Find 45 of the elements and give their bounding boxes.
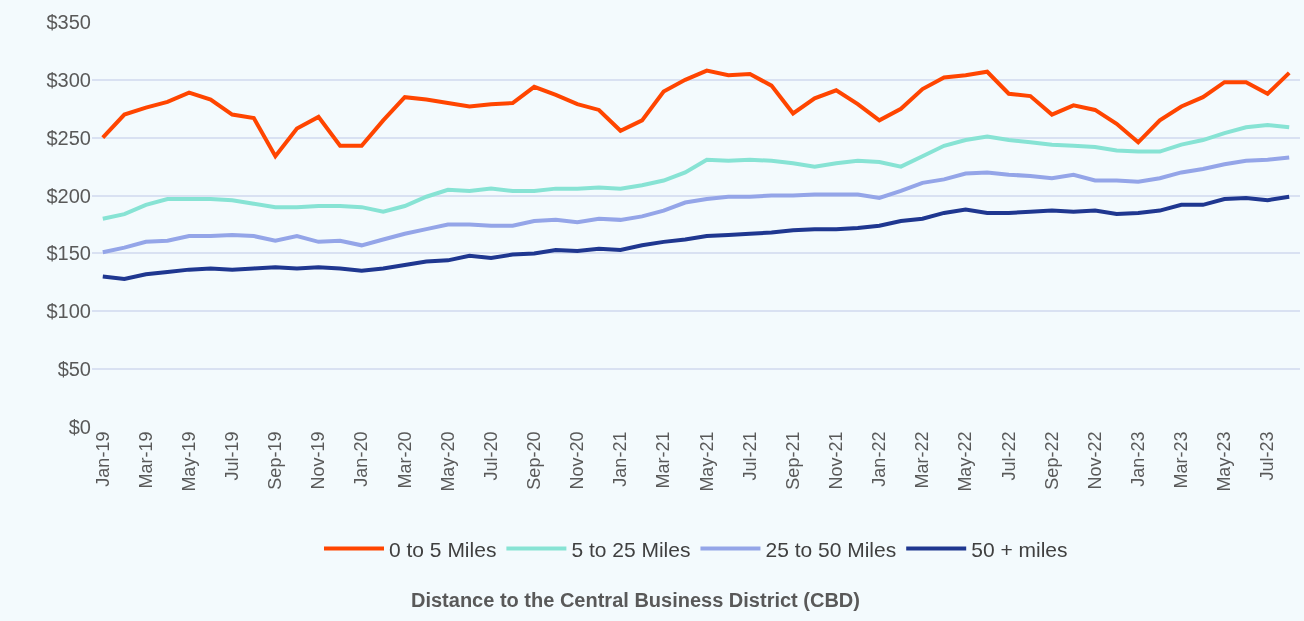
y-tick-label: $100 [46, 300, 91, 323]
x-tick-label: May-23 [1214, 431, 1235, 492]
x-tick-label: Mar-21 [653, 431, 674, 489]
x-tick-label: Jan-20 [351, 431, 372, 487]
x-tick-label: Jul-20 [480, 431, 501, 481]
y-tick-label: $200 [46, 184, 91, 207]
legend-label: 5 to 25 Miles [571, 537, 691, 561]
x-tick-label: Jan-19 [92, 431, 113, 487]
x-tick-label: Nov-22 [1084, 431, 1105, 490]
x-tick-label: Mar-22 [912, 431, 933, 489]
x-tick-label: Sep-22 [1041, 431, 1062, 490]
legend-label: 0 to 5 Miles [389, 537, 497, 561]
x-tick-label: Nov-21 [826, 431, 847, 490]
y-tick-label: $350 [46, 11, 91, 33]
x-tick-label: Jul-21 [739, 431, 760, 481]
x-tick-label: Sep-19 [265, 431, 286, 490]
y-tick-label: $300 [46, 68, 91, 91]
x-tick-label: May-21 [696, 431, 717, 492]
y-tick-label: $50 [57, 358, 91, 381]
line-series [100, 122, 1292, 221]
line-series [100, 194, 1292, 281]
x-tick-label: May-22 [955, 431, 976, 492]
x-tick-label: Jan-23 [1128, 431, 1149, 487]
y-tick-label: $250 [46, 126, 91, 149]
legend-label: 50 + miles [971, 537, 1068, 561]
x-tick-label: Mar-19 [135, 431, 156, 489]
x-tick-label: Mar-23 [1171, 431, 1192, 489]
x-tick-label: Jul-23 [1257, 431, 1278, 481]
y-tick-label: $0 [68, 416, 91, 438]
line-series [100, 155, 1292, 255]
x-tick-label: Nov-20 [567, 431, 588, 490]
y-tick-label: $150 [46, 242, 91, 265]
x-tick-label: Sep-21 [782, 431, 803, 490]
x-tick-label: Jul-22 [998, 431, 1019, 481]
x-tick-label: May-20 [437, 431, 458, 492]
legend-title: Distance to the Central Business District (CBD) [411, 589, 860, 611]
x-tick-label: Mar-20 [394, 431, 415, 489]
legend-label: 25 to 50 Miles [765, 537, 897, 561]
x-tick-label: Jan-21 [610, 431, 631, 487]
x-tick-label: Sep-20 [524, 431, 545, 490]
x-tick-label: May-19 [178, 431, 199, 492]
x-tick-label: Nov-19 [308, 431, 329, 490]
x-tick-label: Jul-19 [222, 431, 243, 481]
x-tick-label: Jan-22 [869, 431, 890, 487]
line-series [100, 68, 1292, 159]
